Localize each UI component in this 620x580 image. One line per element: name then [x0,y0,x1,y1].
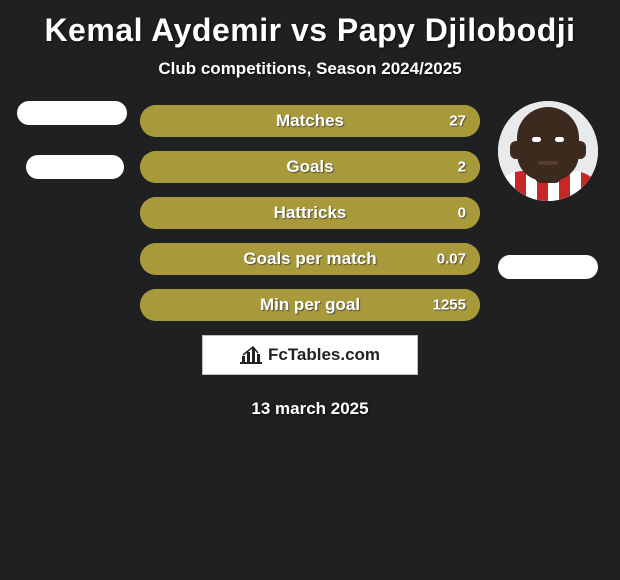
bar-chart-icon [240,346,262,364]
stat-label: Goals per match [243,249,376,269]
brand-link[interactable]: FcTables.com [202,335,418,375]
main-row: Matches 27 Goals 2 Hattricks 0 Goals per match… [0,101,620,321]
player-right-face [498,101,598,201]
stat-label: Min per goal [260,295,360,315]
stat-label: Matches [276,111,344,131]
stat-value-right: 1255 [433,297,466,314]
player-right-name-placeholder [498,255,598,279]
stat-bar: Min per goal 1255 [140,289,480,321]
stat-bar: Goals 2 [140,151,480,183]
stat-bar: Hattricks 0 [140,197,480,229]
player-left-name-placeholder [26,155,124,179]
stat-value-right: 27 [449,113,466,130]
brand-text: FcTables.com [268,345,380,365]
player-left-avatar-placeholder [17,101,127,125]
stat-value-right: 0.07 [437,251,466,268]
player-left-col [12,101,132,179]
player-right-col [488,101,608,279]
page-subtitle: Club competitions, Season 2024/2025 [0,59,620,101]
stat-label: Hattricks [274,203,347,223]
page-title: Kemal Aydemir vs Papy Djilobodji [0,8,620,59]
stat-bar: Goals per match 0.07 [140,243,480,275]
stat-value-right: 2 [458,159,466,176]
stats-column: Matches 27 Goals 2 Hattricks 0 Goals per match… [140,101,480,321]
stat-label: Goals [286,157,333,177]
stat-bar: Matches 27 [140,105,480,137]
comparison-widget: Kemal Aydemir vs Papy Djilobodji Club co… [0,0,620,419]
stat-value-right: 0 [458,205,466,222]
date-text: 13 march 2025 [0,399,620,419]
player-right-avatar [498,101,598,201]
